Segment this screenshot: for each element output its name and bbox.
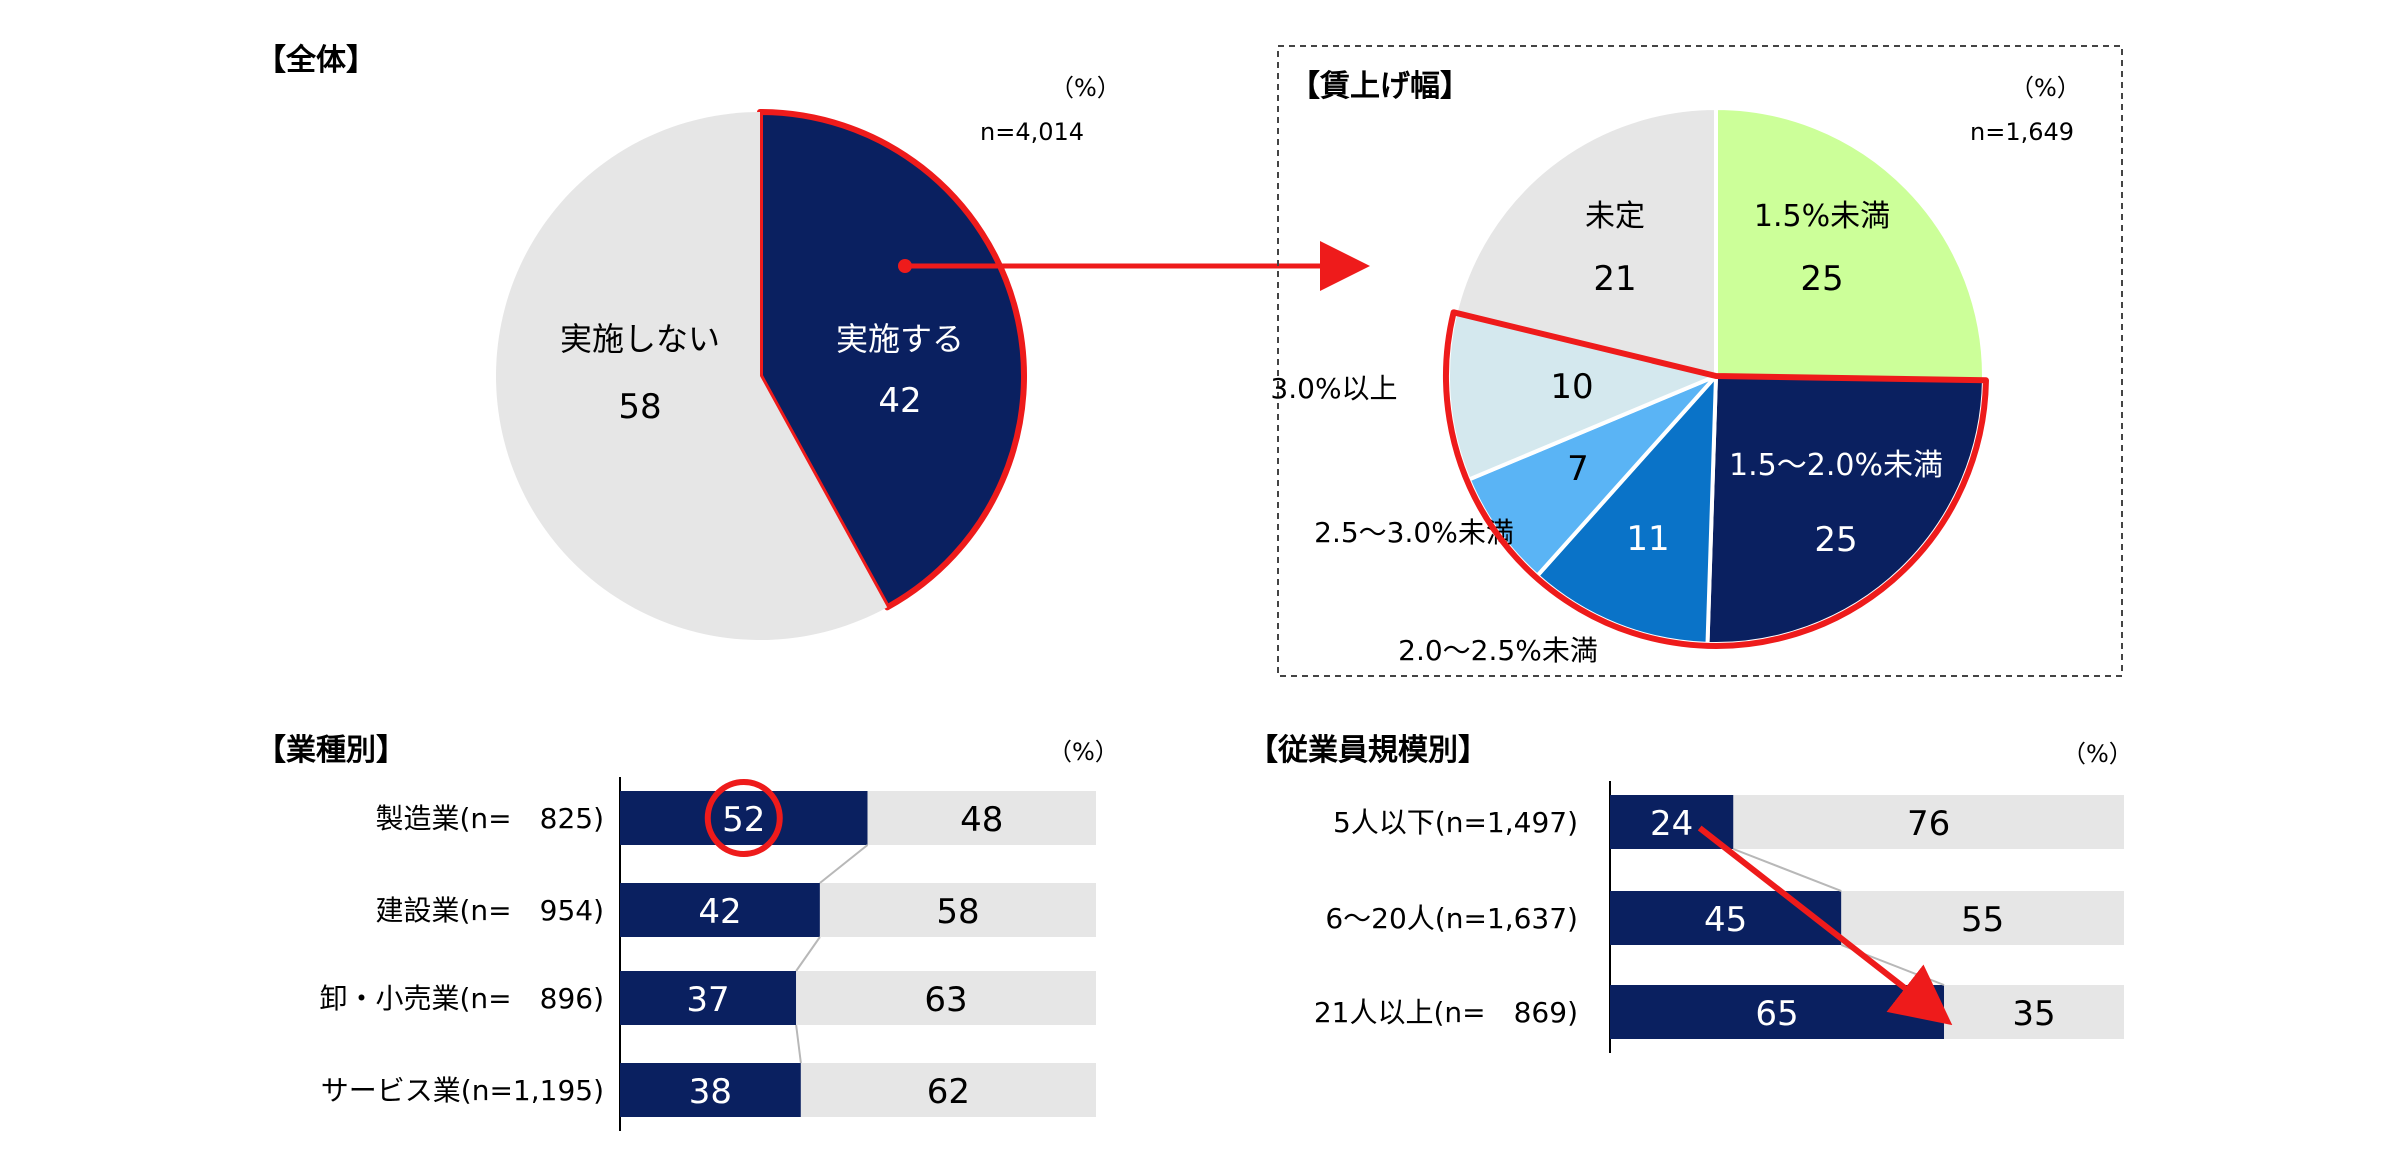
bars2-connector-0 [1732,848,1842,892]
bars2-trend-arrow [1697,825,1953,1026]
pie2-slice-4-label: 3.0%以上 [1270,372,1397,405]
pie2-slice-3-value: 7 [1567,449,1589,489]
pie2-slice-5-value: 21 [1593,259,1636,299]
bars2-title: 【従業員規模別】 [1248,733,1488,768]
bars1-connector-2 [795,1024,802,1064]
bars1-val-not-1: 58 [936,892,979,932]
bars2-bar-not-2 [1944,985,2124,1039]
bars1-unit: （%） [1048,738,1119,766]
bars1-val-not-3: 62 [927,1072,970,1112]
breakdown-frame [1277,45,2123,677]
pie1-slice-1-label: 実施しない [560,320,720,358]
pie2-unit: （%） [2010,74,2081,102]
bars1-val-impl-1: 42 [698,892,741,932]
bars1-val-impl-2: 37 [686,980,729,1020]
bars1-connector-0 [819,844,869,884]
pie1-slice-0 [757,109,1027,611]
bars2-val-not-1: 55 [1961,900,2004,940]
pie2-slice-4-value: 10 [1550,367,1593,407]
bars1-connector-1 [795,936,821,972]
bars2-cat-2: 21人以上(n= 869) [1314,996,1578,1029]
bars1-highlight-circle [704,779,783,857]
bars1-bar-not-2 [796,971,1096,1025]
bars2-bar-not-1 [1841,891,2124,945]
bars2-bar-impl-1 [1610,891,1842,945]
bars1-val-impl-3: 38 [689,1072,732,1112]
bars2-val-impl-0: 24 [1650,804,1693,844]
bars1-val-impl-0: 52 [722,800,765,840]
bars1-bar-impl-1 [620,883,820,937]
pie1-title: 【全体】 [256,43,376,78]
pie2-slice-5 [1453,106,1718,378]
bars2-val-impl-2: 65 [1755,994,1798,1034]
pie-link-dot [898,259,912,273]
bars1-bar-impl-2 [620,971,797,1025]
bars1-title: 【業種別】 [256,733,406,768]
pie2-slice-2-label: 2.0～2.5%未満 [1398,634,1598,667]
bars2-val-not-2: 35 [2012,994,2055,1034]
bars2-cat-0: 5人以下(n=1,497) [1333,806,1578,839]
pie2: 1.5%未満 25 1.5～2.0%未満 25 2.0～2.5%未満 11 2.5～3.0%… [1270,106,1989,667]
pie2-n: n=1,649 [1970,118,2074,146]
bars2: 24 76 5人以下(n=1,497) 45 55 6～20人(n=1,637) 65 35 2… [1314,781,2124,1053]
bars2-cat-1: 6～20人(n=1,637) [1325,902,1578,935]
pie1-unit: （%） [1050,74,1121,102]
bars1-val-not-2: 63 [924,980,967,1020]
bars1-val-not-0: 48 [960,800,1003,840]
bars2-val-impl-1: 45 [1704,900,1747,940]
pie2-title: 【賃上げ幅】 [1290,69,1470,104]
bars1-bar-not-0 [867,791,1096,845]
pie1-slice-1 [496,112,888,641]
bars1-cat-1: 建設業(n= 954) [376,894,605,927]
pie2-slice-1 [1705,374,1986,646]
bars1-bar-not-1 [819,883,1096,937]
bars2-unit: （%） [2062,740,2133,768]
pie1: 実施する 42 実施しない 58 [496,109,1027,641]
pie2-slice-3-label: 2.5～3.0%未満 [1314,516,1514,549]
pie2-slice-0 [1714,106,1986,383]
bars1: 52 48 製造業(n= 825) 42 58 建設業(n= 954) 37 63 卸・小売業(… [320,777,1096,1131]
bars1-bar-not-3 [800,1063,1096,1117]
pie1-slice-0-value: 42 [878,381,921,421]
bars1-cat-2: 卸・小売業(n= 896) [320,982,605,1015]
pie2-highlight-outline [1443,309,1989,649]
bars2-val-not-0: 76 [1907,804,1950,844]
pie2-slice-5-label: 未定 [1585,199,1645,234]
bars1-bar-impl-0 [620,791,868,845]
pie1-slice-1-value: 58 [618,387,661,427]
pie2-slice-0-label: 1.5%未満 [1754,199,1890,234]
bars1-cat-0: 製造業(n= 825) [376,802,605,835]
bars1-cat-3: サービス業(n=1,195) [321,1074,604,1107]
pie2-slice-1-label: 1.5～2.0%未満 [1729,448,1943,483]
pie2-slice-0-value: 25 [1800,259,1843,299]
pie2-slice-1-value: 25 [1814,520,1857,560]
pie2-slice-2-value: 11 [1626,519,1669,559]
pie1-n: n=4,014 [980,118,1084,146]
bars2-bar-not-0 [1733,795,2124,849]
pie1-slice-0-label: 実施する [836,320,964,358]
bars1-bar-impl-3 [620,1063,801,1117]
